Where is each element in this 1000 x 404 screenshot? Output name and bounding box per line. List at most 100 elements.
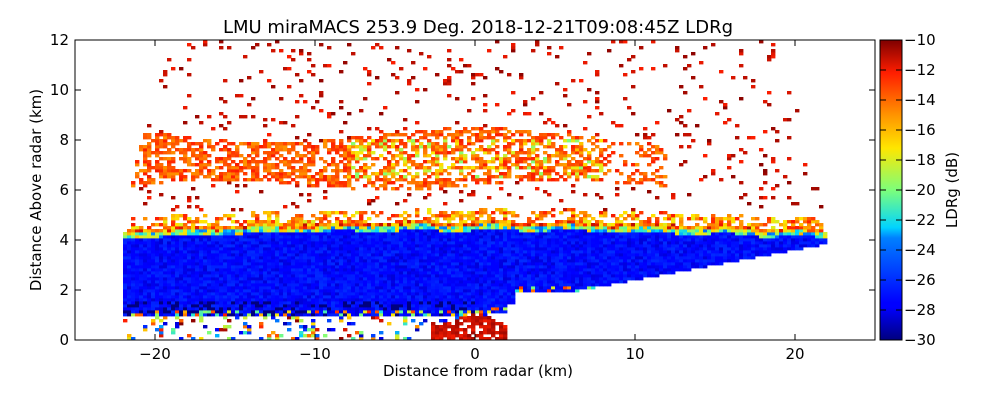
ldr-cell [455,214,460,218]
ldr-cell [427,181,432,185]
ldr-cell [287,268,292,272]
ldr-cell [511,151,516,155]
ldr-cell [259,274,264,278]
ldr-cell [515,259,520,263]
ldr-cell [263,316,268,320]
ldr-cell [175,304,180,308]
ldr-cell [455,121,460,125]
ldr-cell [231,277,236,281]
ldr-cell [455,319,460,323]
ldr-cell [503,328,508,332]
ldr-cell [467,280,472,284]
ldr-cell [343,253,348,257]
ldr-cell [459,289,464,293]
ldr-cell [543,241,548,245]
ldr-cell [155,166,160,170]
ldr-cell [379,169,384,173]
ldr-cell [467,142,472,146]
ldr-cell [463,166,468,170]
ldr-cell [495,241,500,245]
ldr-cell [203,247,208,251]
ldr-cell [131,268,136,272]
ldr-cell [403,265,408,269]
ldr-cell [251,253,256,257]
ldr-cell [471,157,476,161]
ldr-cell [147,241,152,245]
ldr-cell [495,271,500,275]
ldr-cell [359,259,364,263]
ldr-cell [511,46,516,50]
ldr-cell [127,268,132,272]
ldr-cell [359,286,364,290]
ldr-cell [283,148,288,152]
ldr-cell [235,145,240,149]
ldr-cell [423,154,428,158]
ldr-cell [443,283,448,287]
ldr-cell [415,139,420,143]
ldr-cell [415,256,420,260]
ldr-cell [495,127,500,131]
ldr-cell [383,262,388,266]
ldr-cell [427,289,432,293]
ldr-cell [295,307,300,311]
ldr-cell [423,172,428,176]
ldr-cell [463,280,468,284]
ldr-cell [435,175,440,179]
ldr-cell [483,103,488,107]
ldr-cell [323,268,328,272]
ldr-cell [311,301,316,305]
ldr-cell [499,175,504,179]
ldr-cell [483,247,488,251]
ldr-cell [411,256,416,260]
ldr-cell [287,295,292,299]
ldr-cell [279,169,284,173]
ldr-cell [351,310,356,314]
ldr-cell [151,181,156,185]
ldr-cell [351,298,356,302]
ldr-cell [447,298,452,302]
ldr-cell [219,247,224,251]
ldr-cell [387,307,392,311]
ldr-cell [311,241,316,245]
ldr-cell [251,160,256,164]
ldr-cell [359,169,364,173]
ldr-cell [455,232,460,236]
ldr-cell [359,226,364,230]
ldr-cell [447,331,452,335]
ldr-cell [347,241,352,245]
ldr-cell [499,295,504,299]
ldr-cell [191,295,196,299]
ldr-cell [387,232,392,236]
ldr-cell [471,310,476,314]
ldr-cell [159,253,164,257]
ldr-cell [187,283,192,287]
ldr-cell [391,295,396,299]
ldr-cell [535,163,540,167]
ldr-cell [207,301,212,305]
ldr-cell [507,112,512,116]
ldr-cell [371,235,376,239]
ldr-cell [355,271,360,275]
ldr-cell [459,172,464,176]
ldr-cell [167,292,172,296]
ldr-cell [295,298,300,302]
ldr-cell [383,256,388,260]
ldr-cell [203,289,208,293]
ldr-cell [127,313,132,317]
ldr-cell [463,316,468,320]
ldr-cell [271,256,276,260]
ldr-cell [531,169,536,173]
ldr-cell [163,151,168,155]
ldr-cell [391,172,396,176]
ldr-cell [163,286,168,290]
ldr-cell [471,223,476,227]
ldr-cell [523,100,528,104]
ldr-cell [275,211,280,215]
ldr-cell [139,148,144,152]
ldr-cell [263,160,268,164]
ldr-cell [351,226,356,230]
ldr-cell [347,280,352,284]
ldr-cell [143,310,148,314]
ldr-cell [227,325,232,329]
ldr-cell [279,160,284,164]
